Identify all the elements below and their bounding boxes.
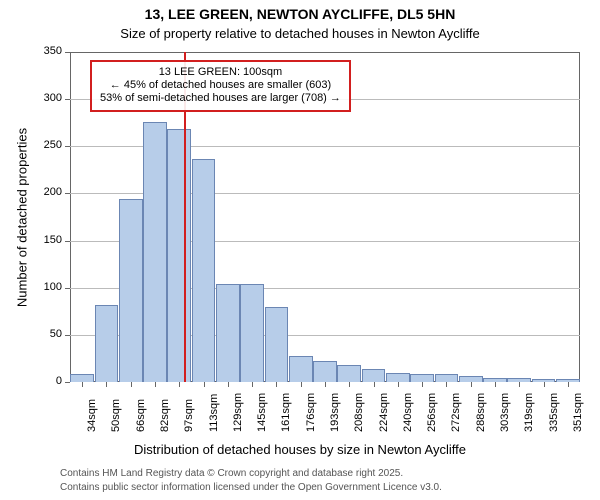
y-tick [65,241,70,242]
x-tick-label: 224sqm [378,393,390,432]
x-tick [374,382,375,387]
histogram-bar [95,305,119,382]
x-tick-label: 176sqm [305,393,317,432]
histogram-bar [143,122,167,382]
histogram-bar [216,284,240,382]
x-tick [179,382,180,387]
x-tick [519,382,520,387]
y-tick [65,52,70,53]
x-tick [471,382,472,387]
x-tick [301,382,302,387]
x-tick [228,382,229,387]
y-tick-label: 100 [30,281,62,293]
x-tick-label: 50sqm [110,399,122,432]
histogram-bar [192,159,216,382]
chart-subtitle: Size of property relative to detached ho… [0,26,600,41]
x-tick-label: 145sqm [256,393,268,432]
histogram-bar [167,129,191,382]
x-tick-label: 82sqm [159,399,171,432]
x-tick [398,382,399,387]
x-tick-label: 113sqm [208,394,220,432]
x-tick-label: 272sqm [450,393,462,432]
histogram-bar [410,374,434,382]
histogram-bar [362,369,386,382]
x-tick [131,382,132,387]
attribution-line-1: Contains HM Land Registry data © Crown c… [60,468,403,479]
y-tick [65,335,70,336]
annotation-box: 13 LEE GREEN: 100sqm← 45% of detached ho… [90,60,351,112]
y-tick-label: 200 [30,186,62,198]
y-tick [65,288,70,289]
x-tick [204,382,205,387]
x-tick [544,382,545,387]
x-tick-label: 351sqm [572,393,584,432]
attribution-line-2: Contains public sector information licen… [60,482,442,493]
x-tick-label: 335sqm [548,393,560,432]
x-tick-label: 34sqm [86,399,98,432]
histogram-bar [435,374,459,382]
x-tick-label: 303sqm [499,393,511,432]
histogram-bar [70,374,94,382]
annotation-line: ← 45% of detached houses are smaller (60… [100,79,341,92]
x-axis-label: Distribution of detached houses by size … [0,442,600,457]
y-tick [65,99,70,100]
histogram-bar [313,361,337,382]
y-tick-label: 0 [30,375,62,387]
y-tick-label: 50 [30,328,62,340]
histogram-chart: 13, LEE GREEN, NEWTON AYCLIFFE, DL5 5HN … [0,0,600,500]
x-tick-label: 288sqm [475,393,487,432]
x-tick [568,382,569,387]
histogram-bar [240,284,264,382]
x-tick-label: 208sqm [353,393,365,432]
annotation-line: 53% of semi-detached houses are larger (… [100,92,341,105]
y-tick [65,193,70,194]
x-tick [276,382,277,387]
histogram-bar [265,307,289,382]
x-tick [325,382,326,387]
annotation-line: 13 LEE GREEN: 100sqm [100,66,341,79]
y-axis-label: Number of detached properties [15,118,30,318]
y-tick [65,146,70,147]
y-tick-label: 300 [30,92,62,104]
y-tick-label: 250 [30,139,62,151]
y-tick-label: 150 [30,234,62,246]
x-tick-label: 256sqm [426,393,438,432]
histogram-bar [337,365,361,382]
y-tick-label: 350 [30,45,62,57]
x-tick [106,382,107,387]
y-tick [65,382,70,383]
histogram-bar [119,199,143,382]
x-tick [82,382,83,387]
x-tick [252,382,253,387]
x-tick-label: 319sqm [523,393,535,432]
x-tick [155,382,156,387]
x-tick-label: 240sqm [402,393,414,432]
x-tick-label: 129sqm [232,393,244,432]
x-tick [349,382,350,387]
chart-title: 13, LEE GREEN, NEWTON AYCLIFFE, DL5 5HN [0,6,600,22]
histogram-bar [289,356,313,382]
x-tick-label: 193sqm [329,393,341,432]
x-tick [422,382,423,387]
x-tick-label: 97sqm [183,399,195,432]
x-tick [495,382,496,387]
x-tick [446,382,447,387]
x-tick-label: 66sqm [135,399,147,432]
x-tick-label: 161sqm [280,393,292,432]
histogram-bar [386,373,410,382]
